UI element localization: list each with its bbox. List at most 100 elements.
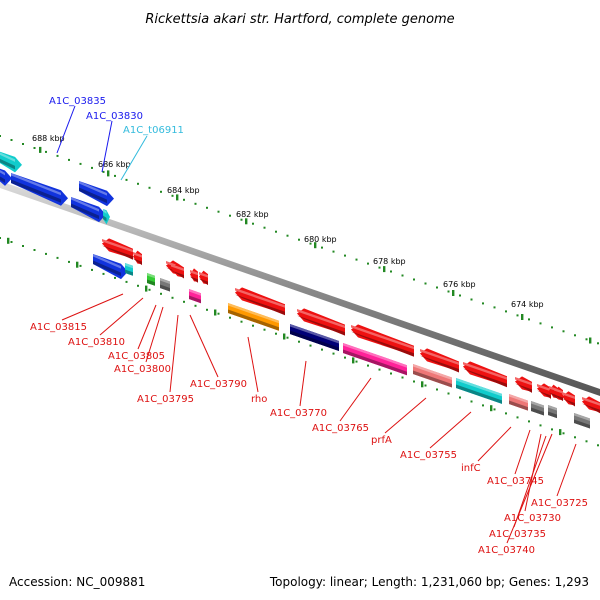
gene-rho-highlight (228, 303, 279, 324)
scale-dot (597, 444, 599, 447)
scale-label-678: 678 kbp (373, 257, 406, 266)
leader-a1c-03830 (101, 120, 113, 173)
gene-rho (228, 303, 279, 331)
gene-rho-up-highlight (235, 288, 285, 308)
gene-infc (509, 394, 528, 411)
scale-dot (562, 432, 565, 435)
gene-a1c-03835-shade (11, 179, 61, 203)
scale-dot (528, 420, 530, 423)
scale-dot (344, 356, 346, 359)
leader-prfa (384, 397, 427, 434)
gene-a1c-t06911-body (103, 209, 110, 225)
scale-tick (452, 290, 455, 296)
scale-dot (516, 416, 519, 419)
gene-infc-up-shade (463, 368, 507, 388)
scale-dot (459, 294, 461, 297)
gene-a1c-t06911-shade (103, 215, 107, 222)
gene-a1c-03720 (574, 413, 590, 429)
scale-dot (263, 226, 266, 229)
gene-a1c-03735-up-shade (537, 390, 551, 399)
gene-a1c-03770-shade (290, 330, 339, 351)
gene-small-red-c-shade (171, 270, 184, 279)
gene-rho-up-shade (235, 294, 285, 316)
gene-infc-highlight (509, 394, 528, 404)
gene-label-a1c-03730: A1C_03730 (504, 513, 561, 524)
scale-tick (521, 314, 524, 320)
scale-dot (401, 274, 404, 277)
scale-dot (424, 282, 427, 285)
gene-upper-blue-b-shade (71, 203, 99, 220)
gene-upper-blue-a-highlight (0, 169, 5, 176)
scale-dot (436, 388, 438, 391)
gene-a1c-03755-highlight (456, 378, 502, 397)
leader-a1c-03725 (556, 443, 577, 497)
gene-label-a1c-03810: A1C_03810 (68, 337, 125, 348)
gene-a1c-03760-shade (351, 331, 414, 357)
gene-a1c-03775 (297, 308, 345, 336)
scale-dot (378, 266, 381, 269)
gene-a1c-03815-highlight (93, 254, 121, 269)
scale-dot (171, 296, 174, 299)
gene-a1c-03745-up (515, 376, 532, 393)
gene-a1c-03820-highlight (102, 239, 133, 253)
leader-a1c-03805 (137, 304, 157, 350)
scale-tick (39, 146, 42, 153)
scale-dot (367, 364, 369, 367)
scale-dot (68, 260, 70, 263)
leader-a1c-03800 (145, 306, 164, 363)
scale-dot (68, 158, 70, 161)
gene-a1c-03725-up (582, 396, 600, 414)
scale-dot (10, 241, 13, 243)
gene-a1c-03740 (548, 405, 557, 419)
scale-dot (298, 238, 300, 241)
scale-tick (490, 405, 493, 412)
scale-dot (45, 150, 47, 153)
scale-tick (145, 285, 148, 292)
scale-dot (148, 288, 151, 291)
gene-small-red-a-highlight (133, 252, 142, 258)
scale-dot (574, 436, 576, 439)
gene-a1c-03820-shade (102, 245, 133, 260)
scale-dot (585, 440, 588, 443)
gene-label-a1c-03800: A1C_03800 (114, 364, 171, 375)
leader-infc (477, 426, 512, 462)
gene-a1c-03745-highlight (531, 401, 544, 408)
scale-dot (390, 372, 392, 375)
scale-tick (421, 381, 424, 388)
scale-dot (240, 218, 243, 221)
scale-tick (383, 266, 386, 273)
gene-small-red-g-highlight (554, 388, 563, 394)
scale-dot (367, 262, 369, 265)
scale-dot (597, 342, 599, 345)
gene-small-cyan-highlight (125, 263, 133, 269)
gene-small-red-d-highlight (190, 270, 198, 276)
gene-a1c-03735-up (537, 383, 551, 399)
scale-dot (33, 249, 36, 251)
scale-dot (562, 330, 565, 333)
scale-track-upper (0, 135, 599, 345)
gene-a1c-03810 (147, 273, 155, 286)
leader-a1c-03795 (169, 314, 179, 393)
gene-a1c-03755-shade (456, 384, 502, 404)
scale-dot (0, 237, 1, 239)
gene-a1c-03810-shade (147, 279, 155, 286)
gene-small-cyan-shade (125, 269, 133, 276)
scale-dot (447, 290, 450, 293)
leader-a1c-t06911 (120, 135, 148, 181)
scale-dot (551, 428, 553, 431)
scale-tick (589, 337, 592, 344)
scale-label-682: 682 kbp (236, 210, 269, 219)
gene-infc-up (463, 361, 507, 388)
scale-dot (148, 186, 151, 189)
scale-label-688: 688 kbp (32, 134, 65, 143)
gene-a1c-03730-up-shade (562, 398, 575, 407)
gene-a1c-03795-highlight (189, 289, 201, 296)
gene-prfa (413, 364, 452, 388)
gene-a1c-03740-shade (548, 411, 557, 419)
scale-dot (171, 194, 174, 197)
gene-a1c-03775-highlight (297, 309, 345, 329)
scale-dot (470, 298, 473, 301)
scale-dot (22, 245, 24, 247)
gene-features (0, 151, 600, 429)
scale-label-684: 684 kbp (167, 186, 200, 195)
